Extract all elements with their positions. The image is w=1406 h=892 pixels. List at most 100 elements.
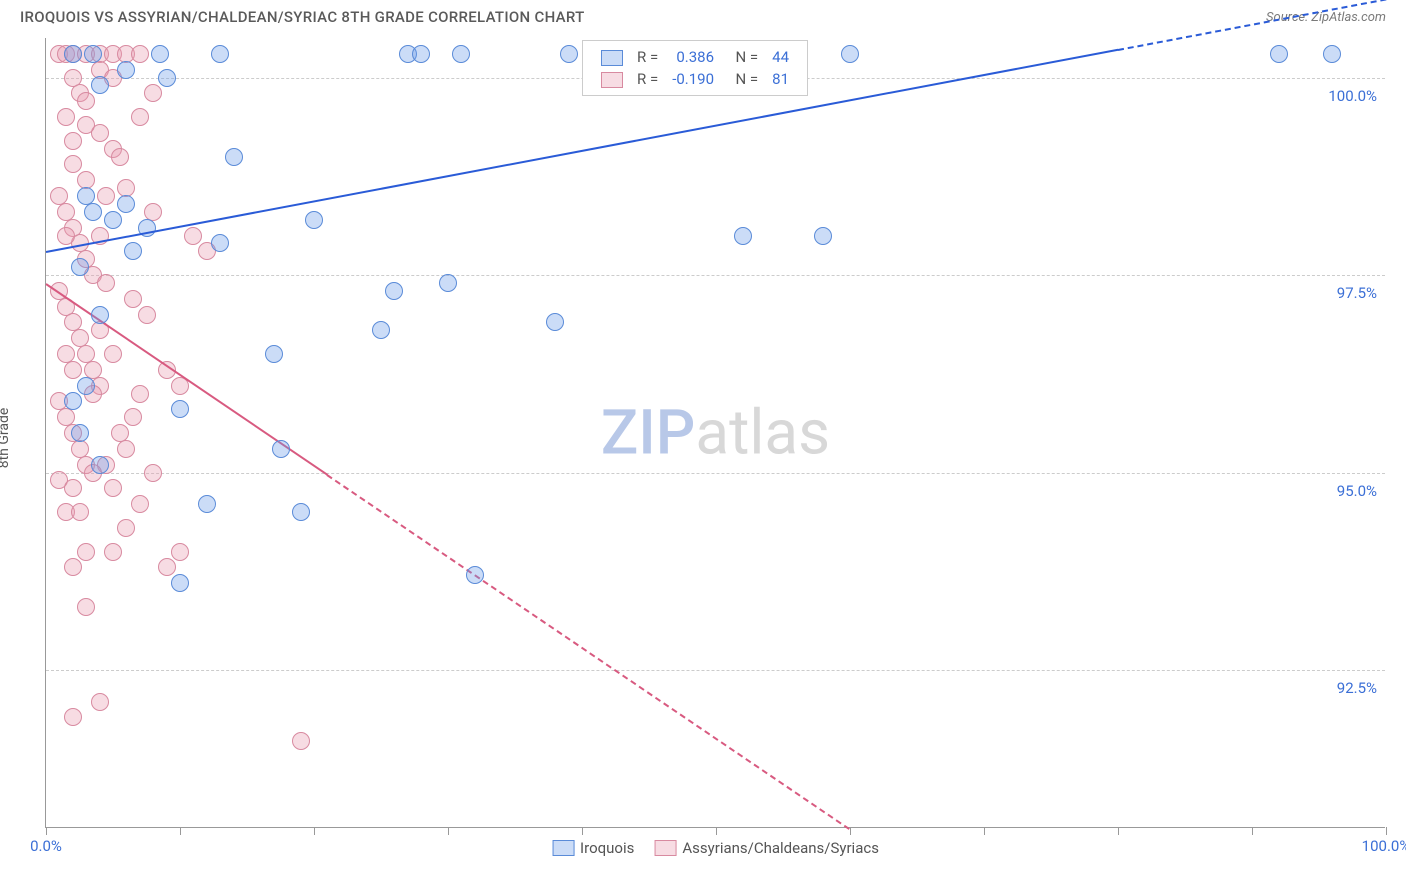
legend-r-value: -0.190 — [666, 69, 720, 89]
scatter-point — [64, 45, 82, 63]
scatter-point — [211, 45, 229, 63]
scatter-point — [97, 187, 115, 205]
correlation-legend: R =0.386 N =44R =-0.190 N =81 — [582, 40, 808, 96]
y-tick-label: 95.0% — [1337, 482, 1377, 500]
legend-item: Assyrians/Chaldeans/Syriacs — [654, 839, 879, 857]
watermark: ZIPatlas — [601, 396, 830, 469]
scatter-point — [144, 464, 162, 482]
x-tick — [314, 827, 315, 835]
legend-swatch — [601, 50, 623, 66]
scatter-point — [97, 274, 115, 292]
scatter-point — [131, 385, 149, 403]
legend-n-value: 44 — [766, 47, 795, 67]
legend-swatch — [601, 72, 623, 88]
x-tick — [1386, 827, 1387, 835]
scatter-point — [305, 211, 323, 229]
scatter-point — [77, 543, 95, 561]
legend-item: Iroquois — [552, 839, 634, 857]
scatter-point — [385, 282, 403, 300]
scatter-point — [111, 148, 129, 166]
legend-r-label: R = — [631, 47, 664, 67]
scatter-point — [77, 92, 95, 110]
x-tick — [46, 827, 47, 835]
scatter-point — [225, 148, 243, 166]
x-tick — [984, 827, 985, 835]
y-tick-label: 92.5% — [1337, 679, 1377, 697]
scatter-point — [734, 227, 752, 245]
scatter-point — [64, 479, 82, 497]
scatter-point — [1270, 45, 1288, 63]
scatter-point — [77, 598, 95, 616]
scatter-point — [138, 306, 156, 324]
scatter-point — [292, 732, 310, 750]
gridline — [46, 670, 1385, 671]
y-tick-label: 100.0% — [1328, 87, 1377, 105]
x-tick — [1252, 827, 1253, 835]
scatter-point — [171, 400, 189, 418]
scatter-point — [71, 503, 89, 521]
scatter-point — [124, 242, 142, 260]
scatter-point — [1323, 45, 1341, 63]
legend-n-label: N = — [722, 47, 764, 67]
scatter-point — [144, 84, 162, 102]
x-tick-label: 0.0% — [30, 837, 62, 855]
scatter-point — [71, 424, 89, 442]
scatter-point — [117, 61, 135, 79]
scatter-point — [57, 108, 75, 126]
legend-label: Assyrians/Chaldeans/Syriacs — [682, 839, 879, 857]
scatter-point — [841, 45, 859, 63]
scatter-point — [546, 313, 564, 331]
scatter-point — [151, 45, 169, 63]
scatter-point — [117, 195, 135, 213]
scatter-point — [372, 321, 390, 339]
scatter-point — [171, 543, 189, 561]
scatter-point — [91, 306, 109, 324]
scatter-point — [71, 258, 89, 276]
scatter-point — [124, 290, 142, 308]
scatter-plot: ZIPatlas 92.5%95.0%97.5%100.0%0.0%100.0%… — [45, 38, 1385, 828]
legend-r-value: 0.386 — [666, 47, 720, 67]
scatter-point — [158, 558, 176, 576]
scatter-point — [64, 155, 82, 173]
scatter-point — [117, 440, 135, 458]
scatter-point — [77, 116, 95, 134]
gridline — [46, 275, 1385, 276]
scatter-point — [64, 361, 82, 379]
scatter-point — [104, 543, 122, 561]
scatter-point — [91, 76, 109, 94]
x-tick — [1118, 827, 1119, 835]
scatter-point — [131, 495, 149, 513]
scatter-point — [124, 408, 142, 426]
scatter-point — [272, 440, 290, 458]
chart-title: IROQUOIS VS ASSYRIAN/CHALDEAN/SYRIAC 8TH… — [20, 8, 585, 26]
scatter-point — [104, 345, 122, 363]
scatter-point — [64, 558, 82, 576]
scatter-point — [91, 456, 109, 474]
legend-r-label: R = — [631, 69, 664, 89]
scatter-point — [131, 108, 149, 126]
scatter-point — [265, 345, 283, 363]
scatter-point — [91, 693, 109, 711]
x-tick — [716, 827, 717, 835]
scatter-point — [211, 234, 229, 252]
series-legend: Iroquois Assyrians/Chaldeans/Syriacs — [552, 839, 879, 857]
x-tick — [180, 827, 181, 835]
trend-line — [327, 474, 851, 830]
y-tick-label: 97.5% — [1337, 284, 1377, 302]
scatter-point — [412, 45, 430, 63]
scatter-point — [198, 495, 216, 513]
scatter-point — [452, 45, 470, 63]
scatter-point — [104, 211, 122, 229]
scatter-point — [64, 392, 82, 410]
x-tick — [582, 827, 583, 835]
legend-n-value: 81 — [766, 69, 795, 89]
scatter-point — [77, 377, 95, 395]
scatter-point — [64, 132, 82, 150]
gridline — [46, 473, 1385, 474]
scatter-point — [184, 227, 202, 245]
scatter-point — [292, 503, 310, 521]
scatter-point — [117, 519, 135, 537]
scatter-point — [814, 227, 832, 245]
scatter-point — [84, 45, 102, 63]
x-tick — [448, 827, 449, 835]
